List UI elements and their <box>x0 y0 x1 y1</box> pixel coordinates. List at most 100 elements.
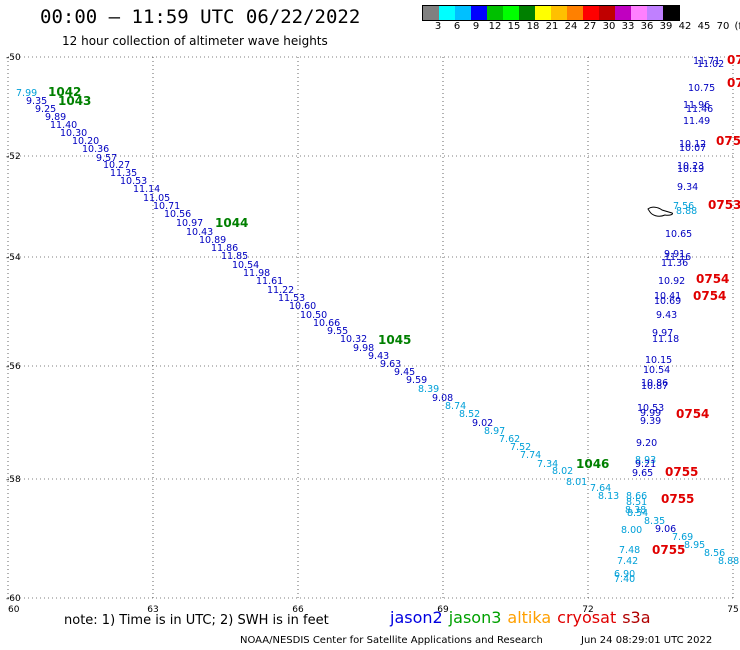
wave-height-label: 8.95 <box>684 540 705 551</box>
wave-height-labels: 7.999.359.259.8911.4010.3010.2010.369.57… <box>16 53 740 585</box>
wave-height-label: 11.14 <box>133 184 160 195</box>
color-scale-label: 12 <box>488 21 502 32</box>
wave-height-label: 11.53 <box>278 293 305 304</box>
color-scale-label: 30 <box>602 21 616 32</box>
wave-height-label: 10.60 <box>289 301 316 312</box>
wave-height-label: 10.41 <box>654 291 681 302</box>
wave-height-label: 8.00 <box>621 525 642 536</box>
color-scale-cell <box>487 6 503 20</box>
wave-height-label: 8.39 <box>418 384 439 395</box>
color-scale-cell <box>423 6 439 20</box>
wave-height-label: 10.30 <box>60 128 87 139</box>
wave-height-label: 10.27 <box>103 160 130 171</box>
wave-height-label: 8.74 <box>445 401 466 412</box>
page-title: 00:00 – 11:59 UTC 06/22/2022 <box>40 6 361 28</box>
pass-time-label: 0752 <box>727 76 740 90</box>
wave-height-label: 10.53 <box>637 403 664 414</box>
wave-height-label: 9.06 <box>655 524 676 535</box>
wave-height-label: 11.36 <box>661 258 688 269</box>
wave-height-label: 9.43 <box>368 351 389 362</box>
pass-time-label: 0755 <box>665 465 698 479</box>
wave-height-label: 9.39 <box>640 416 661 427</box>
satellite-legend-s3a: s3a <box>622 608 651 627</box>
wave-height-label: 10.65 <box>665 229 692 240</box>
wave-height-label: 10.71 <box>153 201 180 212</box>
wave-height-label: 11.71 <box>693 56 720 67</box>
wave-height-label: 10.87 <box>641 381 668 392</box>
wave-height-label: 10.12 <box>679 139 706 150</box>
wave-height-label: 10.86 <box>641 378 668 389</box>
color-scale-label: 15 <box>507 21 521 32</box>
wave-height-label: 8.66 <box>626 491 647 502</box>
wave-height-label: 10.54 <box>643 365 670 376</box>
color-scale-label: 45 <box>697 21 711 32</box>
wave-height-label: 9.91 <box>664 249 685 260</box>
wave-height-label: 10.32 <box>340 334 367 345</box>
y-tick-label: -52 <box>6 152 21 162</box>
wave-height-label: 10.07 <box>679 143 706 154</box>
satellite-legend-jason3: jason3 <box>448 608 502 627</box>
wave-height-label: 10.92 <box>658 276 685 287</box>
color-scale-label: 3 <box>434 21 442 32</box>
wave-height-label: 8.93 <box>635 455 656 466</box>
wave-height-label: 9.55 <box>327 326 348 337</box>
y-tick-label: -58 <box>6 475 21 485</box>
wave-height-label: 10.43 <box>186 227 213 238</box>
wave-height-label: 8.97 <box>484 426 505 437</box>
wave-height-label: 9.59 <box>406 375 427 386</box>
wave-height-label: 11.49 <box>683 116 710 127</box>
pass-time-label: 0754 <box>676 407 709 421</box>
wave-height-label: 10.36 <box>82 144 109 155</box>
x-tick-label: 60 <box>8 605 20 615</box>
wave-height-label: 11.05 <box>143 193 170 204</box>
wave-height-label: 9.45 <box>394 367 415 378</box>
wave-height-label: 9.89 <box>45 112 66 123</box>
color-scale-label: 39 <box>659 21 673 32</box>
color-scale-label: 24 <box>564 21 578 32</box>
wave-height-label: 10.56 <box>164 209 191 220</box>
wave-height-label: 7.40 <box>614 574 635 585</box>
page-subtitle: 12 hour collection of altimeter wave hei… <box>62 34 328 48</box>
color-scale-cell <box>439 6 455 20</box>
pass-time-label: 0752 <box>727 53 740 67</box>
wave-height-label: 10.75 <box>688 83 715 94</box>
wave-height-label: 9.57 <box>96 153 117 164</box>
axis-ticks: 60 63 66 69 72 75 -50 -52 -54 -56 -58 -60 <box>6 53 739 615</box>
wave-height-label: 7.34 <box>537 459 558 470</box>
wave-height-label: 9.08 <box>432 393 453 404</box>
color-scale-cell <box>567 6 583 20</box>
footnote: note: 1) Time is in UTC; 2) SWH is in fe… <box>64 613 329 628</box>
x-tick-label: 75 <box>727 605 738 615</box>
wave-height-label: 8.02 <box>552 466 573 477</box>
x-tick-label: 69 <box>437 605 449 615</box>
color-scale-label: 36 <box>640 21 654 32</box>
color-scale-label: 6 <box>453 21 461 32</box>
wave-height-label: 7.52 <box>510 442 531 453</box>
timestamp: Jun 24 08:29:01 UTC 2022 <box>581 635 713 646</box>
color-scale-cell <box>631 6 647 20</box>
wave-height-label: 8.88 <box>718 556 739 567</box>
x-tick-label: 66 <box>292 605 304 615</box>
color-scale-label: 70 <box>716 21 730 32</box>
wave-height-label: 9.65 <box>632 468 653 479</box>
wave-height-label: 11.85 <box>221 251 248 262</box>
color-scale-label: 42 <box>678 21 692 32</box>
wave-height-label: 9.99 <box>640 408 661 419</box>
wave-height-label: 9.35 <box>26 96 47 107</box>
pass-time-label: 0755 <box>661 492 694 506</box>
color-scale-cell <box>551 6 567 20</box>
satellite-legend-altika: altika <box>507 608 552 627</box>
wave-height-label: 11.22 <box>267 285 294 296</box>
pass-time-label: 1043 <box>58 94 91 108</box>
wave-height-label: 11.46 <box>686 104 713 115</box>
wave-height-label: 10.15 <box>645 355 672 366</box>
wave-height-label: 7.48 <box>619 545 640 556</box>
wave-height-label: 8.88 <box>676 206 697 217</box>
color-scale-label: 27 <box>583 21 597 32</box>
color-scale-cell <box>647 6 663 20</box>
satellite-legend: jason2 jason3 altika cryosat s3a <box>390 608 657 627</box>
y-tick-label: -56 <box>6 362 21 372</box>
pass-time-label: 0754 <box>696 272 729 286</box>
